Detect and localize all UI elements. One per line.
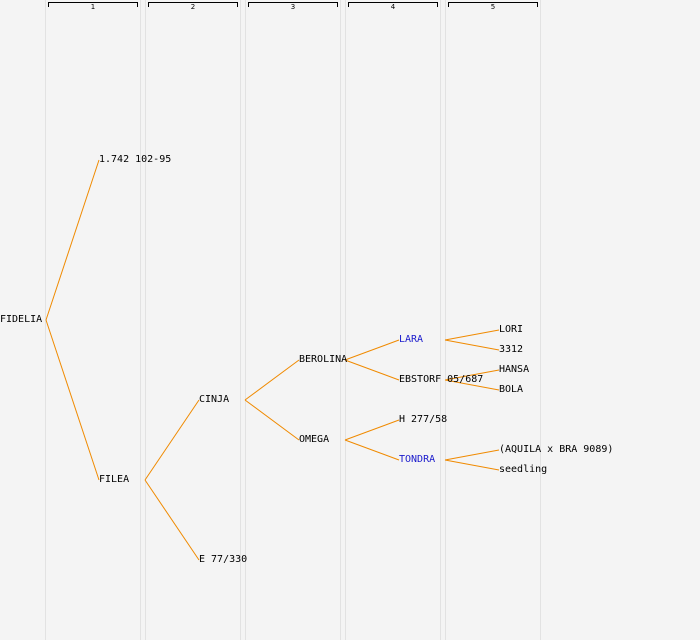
- generation-column-3: 3: [245, 0, 341, 640]
- connector-line: [444, 329, 500, 341]
- pedigree-node: FILEA: [99, 474, 130, 485]
- pedigree-node: HANSA: [499, 364, 530, 375]
- generation-number: 1: [90, 3, 96, 11]
- pedigree-node: 3312: [499, 344, 524, 355]
- connector-line: [144, 399, 200, 481]
- generation-column-1: 1: [45, 0, 141, 640]
- generation-bracket: [48, 2, 138, 7]
- connector-line: [344, 419, 400, 441]
- generation-number: 3: [290, 3, 296, 11]
- connector-line: [344, 359, 400, 381]
- connector-line: [444, 449, 500, 461]
- connector-line: [444, 369, 500, 381]
- pedigree-node: (AQUILA x BRA 9089): [499, 444, 614, 455]
- pedigree-node: EBSTORF 05/687: [399, 374, 484, 385]
- pedigree-node: seedling: [499, 464, 548, 475]
- pedigree-node: LORI: [499, 324, 524, 335]
- generation-bracket: [448, 2, 538, 7]
- pedigree-node-link[interactable]: TONDRA: [399, 454, 436, 465]
- pedigree-node: 1.742 102-95: [99, 154, 172, 165]
- generation-bracket: [248, 2, 338, 7]
- connector-line: [444, 339, 500, 351]
- connector-line: [144, 479, 200, 561]
- generation-number: 5: [490, 3, 496, 11]
- generation-column-4: 4: [345, 0, 441, 640]
- pedigree-node: OMEGA: [299, 434, 330, 445]
- generation-number: 2: [190, 3, 196, 11]
- pedigree-node: E 77/330: [199, 554, 248, 565]
- generation-column-2: 2: [145, 0, 241, 640]
- connector-line: [244, 359, 300, 401]
- pedigree-node: CINJA: [199, 394, 230, 405]
- connector-line: [45, 159, 100, 321]
- pedigree-node-link[interactable]: LARA: [399, 334, 424, 345]
- generation-column-5: 5: [445, 0, 541, 640]
- connector-line: [444, 459, 500, 471]
- connector-line: [244, 399, 300, 441]
- pedigree-node: BEROLINA: [299, 354, 348, 365]
- pedigree-node: BOLA: [499, 384, 524, 395]
- generation-bracket: [148, 2, 238, 7]
- connector-line: [444, 379, 500, 391]
- connector-line: [344, 439, 400, 461]
- generation-bracket: [348, 2, 438, 7]
- pedigree-node: FIDELIA: [0, 314, 43, 325]
- connector-line: [45, 319, 100, 481]
- pedigree-node: H 277/58: [399, 414, 448, 425]
- connector-line: [344, 339, 400, 361]
- generation-number: 4: [390, 3, 396, 11]
